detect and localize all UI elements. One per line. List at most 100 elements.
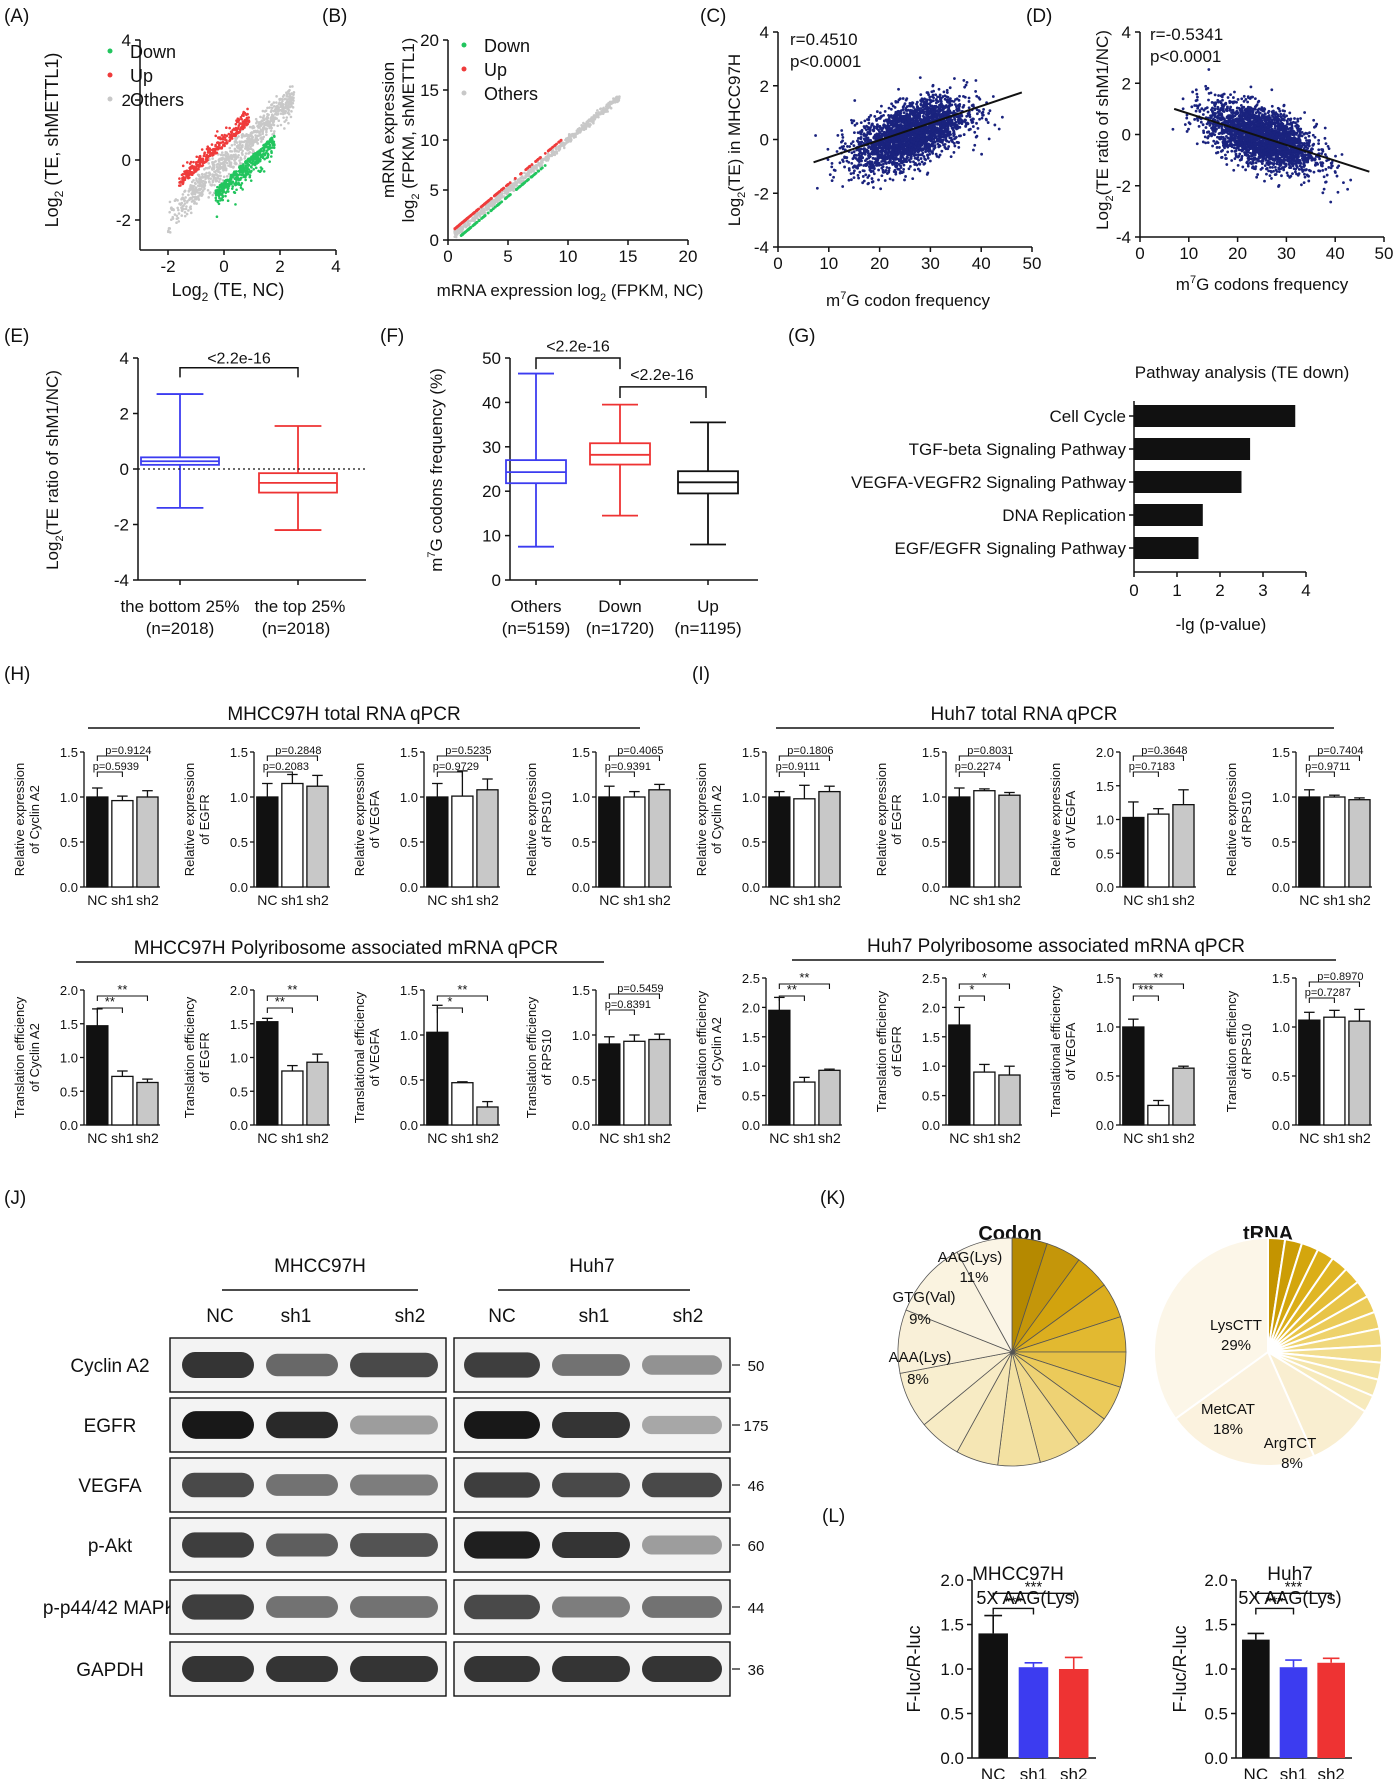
point-others [593, 117, 597, 121]
scatter-point [919, 93, 923, 97]
panel-a-legend: Down Up Others [107, 42, 184, 110]
point-others [200, 172, 204, 176]
scatter-point [877, 116, 881, 120]
point-others [255, 121, 258, 125]
point-others [233, 143, 236, 146]
scatter-point [981, 113, 985, 117]
scatter-point [903, 178, 906, 182]
point-others [276, 113, 279, 116]
point-down [539, 167, 543, 171]
scatter-point [863, 119, 867, 123]
point-up [202, 161, 206, 164]
scatter-point [902, 163, 906, 167]
scatter-point [958, 103, 962, 106]
point-down [525, 179, 529, 183]
scatter-point [930, 104, 934, 108]
point-down [215, 188, 219, 192]
scatter-point [838, 161, 842, 165]
point-others [187, 209, 190, 212]
scatter-point [905, 147, 908, 151]
point-up [459, 222, 463, 225]
point-up [246, 107, 249, 111]
scatter-point [854, 165, 858, 169]
scatter-point [909, 108, 913, 112]
scatter-point [953, 103, 957, 106]
point-others [243, 155, 247, 158]
point-up [185, 172, 189, 176]
scatter-point [928, 144, 931, 148]
scatter-point [928, 95, 932, 99]
point-others [237, 153, 240, 157]
point-up [551, 146, 554, 149]
point-others [211, 161, 214, 164]
point-others [190, 180, 194, 184]
point-up [497, 190, 501, 194]
point-others [520, 179, 523, 183]
point-down [225, 190, 229, 193]
scatter-point [841, 158, 844, 162]
point-down [221, 194, 224, 198]
scatter-point [887, 118, 891, 121]
point-others [271, 133, 274, 136]
point-others [214, 169, 217, 173]
point-others [480, 211, 484, 215]
point-others [454, 233, 458, 236]
scatter-point [931, 93, 935, 97]
point-others [255, 130, 258, 134]
scatter-point [870, 160, 874, 164]
scatter-point [872, 172, 876, 176]
scatter-point [957, 146, 961, 149]
point-others [610, 102, 613, 105]
point-others [240, 140, 243, 144]
scatter-point [892, 122, 895, 125]
legend-others-marker [461, 90, 467, 96]
point-others [215, 173, 218, 176]
point-others [507, 187, 511, 190]
scatter-point [897, 87, 900, 91]
y-tick-label: 0 [430, 231, 439, 250]
point-up [242, 121, 246, 125]
point-others [214, 179, 218, 183]
point-others [227, 172, 231, 176]
scatter-point [862, 132, 866, 136]
point-down [507, 194, 510, 198]
point-others [211, 179, 215, 182]
point-others [276, 124, 280, 128]
scatter-point [879, 135, 883, 138]
scatter-point [964, 125, 968, 128]
point-up [181, 164, 185, 168]
point-others [551, 150, 555, 154]
scatter-point [978, 117, 981, 121]
point-down [268, 160, 271, 163]
scatter-point [891, 178, 895, 182]
point-others [185, 212, 189, 216]
point-others [261, 126, 265, 130]
scatter-point [862, 169, 866, 173]
scatter-point [943, 145, 947, 149]
point-others [498, 196, 502, 199]
scatter-point [904, 175, 907, 178]
scatter-point [873, 133, 877, 137]
scatter-point [970, 104, 974, 107]
legend-up: Up [130, 66, 153, 86]
point-down [233, 173, 237, 177]
legend-down-marker [461, 42, 467, 48]
point-down [270, 151, 273, 155]
point-down [273, 143, 276, 147]
scatter-point [921, 151, 925, 155]
point-others [272, 123, 276, 127]
point-others [176, 199, 179, 202]
scatter-point [981, 110, 985, 114]
point-others [461, 225, 465, 228]
point-up [462, 220, 466, 223]
point-others [245, 142, 248, 145]
point-others [168, 200, 172, 204]
x-tick-label: 20 [870, 254, 889, 273]
point-down [256, 152, 259, 155]
point-others [615, 95, 619, 99]
point-others [279, 123, 283, 127]
point-up [197, 163, 201, 167]
scatter-point [869, 126, 872, 129]
scatter-point [892, 170, 896, 173]
point-down [237, 181, 240, 185]
